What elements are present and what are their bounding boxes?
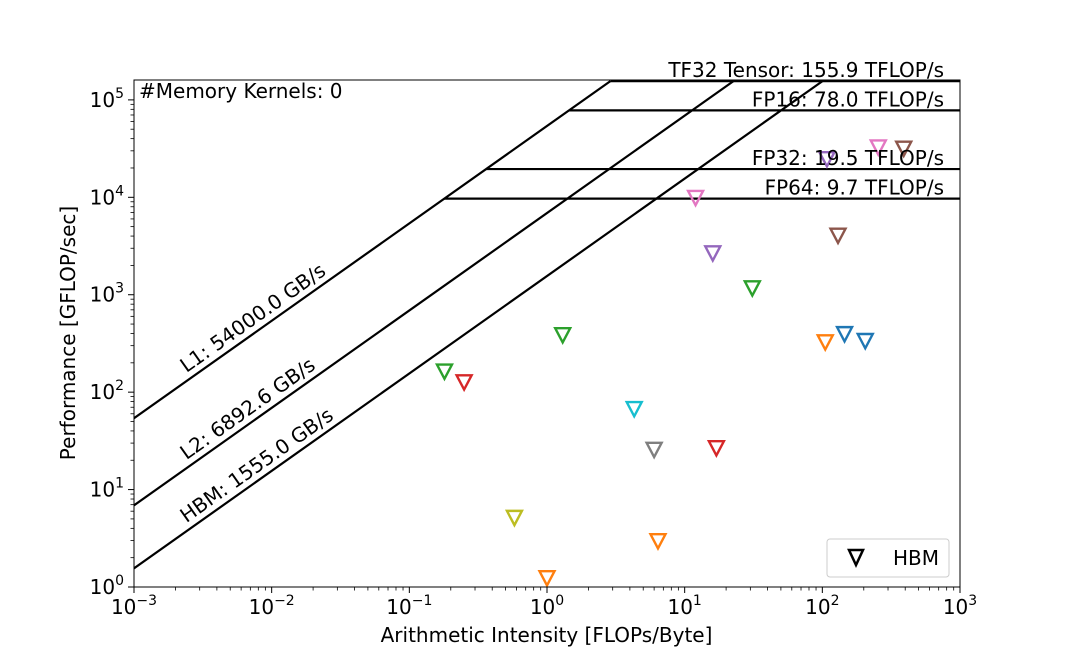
x-tick-label: 102 (805, 593, 839, 619)
data-point (742, 280, 762, 299)
bandwidth-ceiling-line (134, 80, 735, 507)
data-point (434, 363, 454, 382)
x-tick-label: 10−1 (386, 593, 432, 619)
data-point (815, 334, 835, 353)
plot-area (134, 80, 960, 587)
data-point (504, 509, 524, 528)
data-point (817, 150, 837, 169)
x-tick-label: 103 (943, 593, 977, 619)
y-tick-label: 104 (90, 183, 124, 209)
data-point (648, 532, 668, 551)
y-tick-label: 102 (90, 378, 124, 404)
data-point (828, 227, 848, 246)
legend-frame (826, 538, 950, 578)
legend: HBM (826, 538, 950, 578)
y-axis-label: Performance [GFLOP/sec] (56, 206, 80, 460)
data-point (624, 400, 644, 419)
x-tick-label: 10−2 (249, 593, 295, 619)
y-tick-label: 100 (90, 573, 124, 599)
data-point (553, 326, 573, 346)
compute-ceiling-label: FP32: 19.5 TFLOP/s (752, 146, 944, 170)
memory-kernels-annotation: #Memory Kernels: 0 (139, 79, 343, 103)
compute-ceiling-label: FP16: 78.0 TFLOP/s (752, 87, 944, 111)
data-point (894, 140, 914, 159)
bandwidth-ceiling-line (134, 80, 612, 420)
x-tick-label: 10−3 (111, 593, 157, 619)
bandwidth-ceiling-label: HBM: 1555.0 GB/s (175, 403, 337, 528)
data-point (454, 374, 474, 393)
data-point (644, 441, 664, 460)
data-point (868, 139, 888, 158)
axis-ticks: 10−3 10−2 10−1 100 101 102 103 100 101 102 103 104 1… (90, 86, 978, 619)
x-axis-label: Arithmetic Intensity [FLOPs/Byte] (381, 623, 713, 647)
data-point (703, 245, 723, 264)
y-tick-label: 103 (90, 281, 124, 307)
compute-ceiling-label: FP64: 9.7 TFLOP/s (765, 176, 944, 200)
y-tick-label: 105 (90, 86, 124, 112)
legend-marker-icon (847, 548, 865, 568)
compute-ceiling-label: TF32 Tensor: 155.9 TFLOP/s (667, 58, 944, 82)
data-point (855, 332, 875, 351)
bandwidth-ceiling-line (134, 80, 824, 570)
data-point (835, 325, 855, 344)
legend-label: HBM (893, 546, 939, 570)
y-tick-label: 101 (90, 476, 124, 502)
data-point (686, 189, 706, 208)
x-tick-label: 101 (667, 593, 701, 619)
x-tick-label: 100 (530, 593, 564, 619)
data-point (706, 439, 726, 459)
data-point (537, 569, 557, 587)
